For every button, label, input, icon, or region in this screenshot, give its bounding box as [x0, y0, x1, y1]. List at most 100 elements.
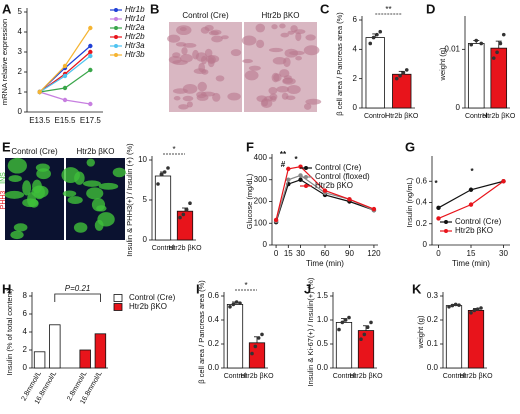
data-point: [156, 182, 160, 186]
data-point: [188, 201, 192, 205]
series-line: [438, 180, 504, 219]
tissue-lobule: [167, 34, 181, 43]
tissue-lobule: [242, 58, 253, 64]
y-axis-label: β cell area / Pancreas area (%): [335, 12, 344, 116]
y-tick-label: 0.1: [427, 339, 439, 348]
tissue-lobule: [241, 35, 257, 46]
y-tick-label: 8: [23, 291, 28, 300]
series-marker: [436, 216, 441, 221]
y-axis-label: weight (g): [438, 47, 447, 81]
data-point: [359, 337, 363, 342]
tissue-lobule: [290, 25, 298, 33]
y-axis-label: Insulin (ng/mL): [405, 177, 414, 227]
islet: [36, 168, 51, 180]
legend-marker: [114, 53, 118, 57]
y-tick-label: 2: [18, 67, 23, 76]
tissue-lobule: [168, 55, 182, 64]
series-marker: [88, 49, 93, 55]
bar: [445, 305, 463, 369]
tissue-lobule: [200, 91, 216, 97]
y-tick-label: 5: [143, 195, 148, 204]
series-marker: [88, 25, 93, 31]
data-point: [340, 320, 345, 325]
islet: [62, 190, 77, 197]
legend-label: Htr2b βKO: [315, 181, 353, 190]
bar: [49, 324, 61, 369]
tissue-lobule: [244, 70, 259, 81]
image-label: Htr2b βKO: [262, 11, 300, 20]
tissue-lobule: [286, 84, 301, 95]
data-point: [178, 215, 182, 220]
x-tick-label: Htr2b βKO: [349, 373, 383, 380]
significance-label: *: [470, 167, 474, 176]
x-tick-label: Htr2b βKO: [482, 113, 516, 120]
data-point: [457, 303, 461, 307]
series-marker: [37, 89, 42, 95]
y-tick-label: 0.2: [427, 315, 439, 324]
data-point: [450, 303, 455, 308]
series-line: [39, 27, 91, 93]
data-point: [404, 68, 409, 72]
legend-marker: [114, 35, 118, 39]
tissue-lobule: [295, 32, 302, 42]
data-point: [469, 311, 473, 315]
tissue-lobule: [227, 92, 241, 101]
legend-label: Htr3a: [125, 41, 145, 50]
tissue-lobule: [268, 86, 278, 95]
tissue-lobule: [282, 77, 293, 84]
legend-marker: [304, 184, 308, 188]
series-marker: [468, 202, 474, 207]
y-tick-label: 0: [143, 235, 148, 244]
y-tick-label: 10: [138, 155, 147, 164]
data-point: [231, 302, 236, 307]
y-tick-label: 4: [23, 327, 28, 336]
y-tick-label: 0.0: [208, 363, 220, 372]
tissue-lobule: [272, 56, 287, 65]
data-point: [472, 308, 477, 313]
legend-label: Control (floxed): [315, 172, 370, 181]
islet: [86, 158, 95, 167]
tissue-lobule: [179, 27, 187, 32]
legend-label: Control (Cre): [129, 293, 176, 302]
x-tick-label: Htr2b βKO: [240, 373, 274, 380]
y-tick-label: 4: [18, 27, 23, 36]
panel-letter: B: [150, 1, 159, 16]
data-point: [369, 320, 373, 325]
legend-label: Control (Cre): [455, 217, 502, 226]
tissue-lobule: [178, 104, 189, 110]
series-marker: [436, 205, 441, 211]
tissue-lobule: [256, 39, 265, 49]
x-tick-label: Control: [333, 373, 356, 380]
x-tick-label: E15.5: [55, 116, 76, 125]
tissue-lobule: [284, 48, 299, 58]
data-point: [491, 56, 496, 60]
islet: [74, 171, 85, 185]
x-tick-label: Htr2b βKO: [385, 113, 419, 120]
x-axis-label: Time (min): [306, 259, 344, 268]
significance-label: **: [385, 5, 391, 14]
series-marker: [286, 166, 291, 172]
x-tick-label: 30: [296, 249, 305, 258]
data-point: [401, 71, 406, 75]
y-tick-label: 0.4: [208, 315, 220, 324]
data-point: [166, 166, 170, 170]
islet: [96, 205, 107, 212]
legend-marker: [304, 175, 308, 179]
y-tick-label: 1.5: [317, 291, 329, 300]
panel-letter: D: [426, 1, 435, 16]
x-tick-label: 120: [367, 249, 381, 258]
y-tick-label: 0.5: [317, 339, 329, 348]
tissue-lobule: [195, 52, 208, 62]
tissue-lobule: [295, 55, 302, 61]
series-marker: [88, 43, 93, 49]
data-point: [398, 73, 402, 78]
data-point: [495, 50, 499, 55]
tissue-lobule: [279, 23, 286, 29]
legend-marker: [444, 220, 448, 224]
islet: [13, 223, 28, 232]
data-point: [253, 344, 258, 349]
series-marker: [88, 101, 93, 107]
y-tick-label: 0.6: [416, 176, 428, 185]
y-tick-label: 200: [254, 197, 268, 206]
x-tick-label: Control: [364, 113, 387, 120]
